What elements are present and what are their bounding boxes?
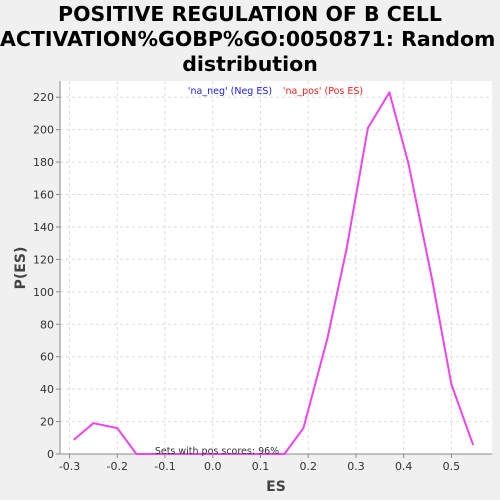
y-tick-label: 220 (33, 91, 54, 104)
data-point (431, 279, 434, 282)
y-tick-label: 0 (47, 448, 54, 461)
data-point (116, 427, 119, 430)
y-tick-label: 100 (33, 286, 54, 299)
data-point (450, 383, 453, 386)
legend-item-pos: 'na_pos' (Pos ES) (283, 86, 363, 97)
data-point (240, 453, 243, 455)
data-point (283, 453, 286, 455)
y-tick-label: 20 (40, 416, 54, 429)
series-line (73, 91, 474, 455)
data-point (73, 438, 76, 441)
x-tick-label: -0.3 (59, 460, 80, 473)
pos-scores-annotation: Sets with pos scores: 96% (155, 446, 279, 457)
data-point (135, 453, 138, 455)
y-tick-label: 160 (33, 189, 54, 202)
data-point (221, 453, 224, 455)
plot-area (60, 81, 492, 454)
x-tick-label: 0.5 (443, 460, 461, 473)
data-point (92, 422, 95, 425)
y-tick-label: 80 (40, 318, 54, 331)
data-point (345, 248, 348, 251)
series-layer (73, 91, 474, 455)
y-tick-label: 60 (40, 351, 54, 364)
data-point (326, 337, 329, 340)
chart-title-line-2: ACTIVATION%GOBP%GO:0050871: Random ES (0, 27, 500, 51)
y-tick-label: 40 (40, 383, 54, 396)
chart-title: POSITIVE REGULATION OF B CELL ACTIVATION… (0, 2, 500, 77)
x-axis-label: ES (266, 479, 286, 495)
data-point (159, 453, 162, 455)
x-tick-label: 0.2 (299, 460, 317, 473)
data-point (407, 162, 410, 165)
data-point (388, 91, 391, 94)
data-point (302, 427, 305, 430)
legend-item-neg: 'na_neg' (Neg ES) (188, 86, 272, 97)
x-tick-label: 0.0 (204, 460, 222, 473)
y-tick-label: 140 (33, 221, 54, 234)
tick-labels: -0.3 -0.2 -0.1 0.0 0.1 0.2 0.3 0.4 0.5 0 20 40 60 80 1… (33, 91, 460, 473)
data-point (471, 443, 474, 446)
y-tick-label: 180 (33, 156, 54, 169)
x-tick-label: 0.1 (252, 460, 270, 473)
data-point (366, 127, 369, 130)
y-axis-label: P(ES) (13, 247, 29, 290)
x-tick-label: -0.2 (107, 460, 128, 473)
x-tick-label: 0.3 (347, 460, 365, 473)
y-tick-label: 200 (33, 124, 54, 137)
chart-title-line-3: distribution (182, 52, 318, 76)
data-point (264, 453, 267, 455)
chart-title-line-1: POSITIVE REGULATION OF B CELL (58, 2, 442, 26)
data-point (178, 453, 181, 455)
data-point (197, 453, 200, 455)
y-tick-label: 120 (33, 253, 54, 266)
x-tick-label: -0.1 (154, 460, 175, 473)
x-tick-label: 0.4 (395, 460, 413, 473)
